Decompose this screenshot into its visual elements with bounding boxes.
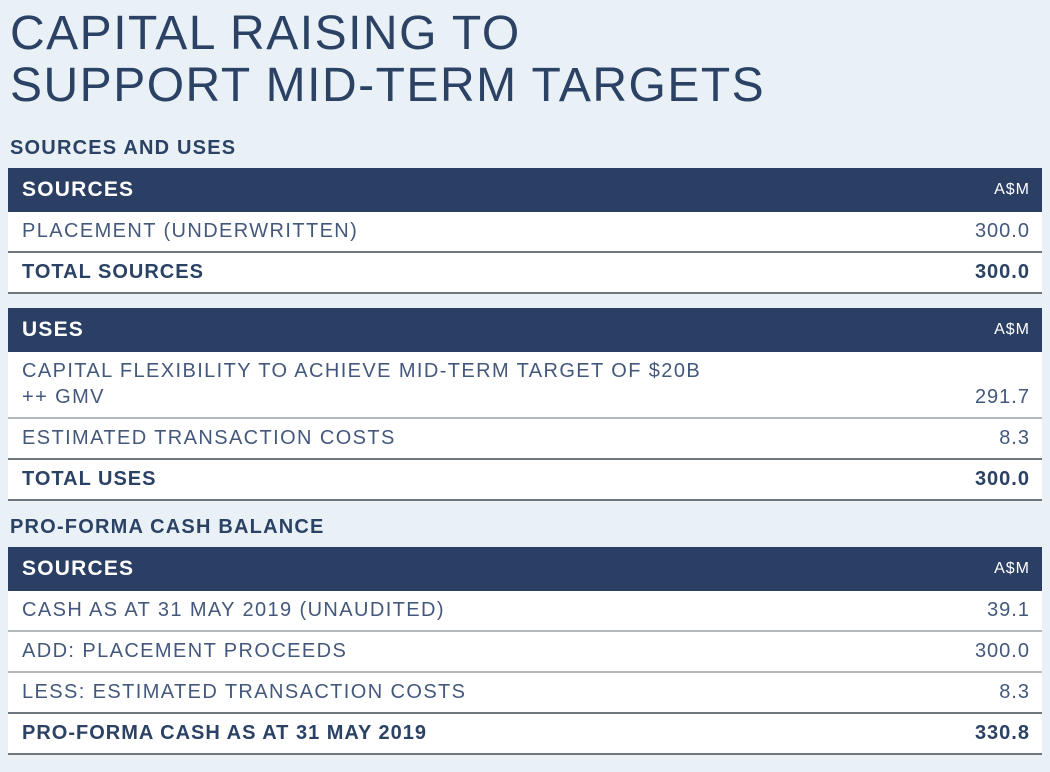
section-sources-and-uses: SOURCES AND USES SOURCES A$M PLACEMENT (…	[8, 136, 1042, 501]
unit-label: A$M	[994, 181, 1030, 198]
table-row: CAPITAL FLEXIBILITY TO ACHIEVE MID-TERM …	[8, 352, 1042, 417]
table-row: LESS: ESTIMATED TRANSACTION COSTS 8.3	[8, 671, 1042, 712]
table-title: SOURCES	[22, 178, 135, 201]
page-title: CAPITAL RAISING TO SUPPORT MID-TERM TARG…	[10, 8, 1042, 112]
section-label-sources-and-uses: SOURCES AND USES	[10, 137, 237, 159]
table-header-row: SOURCES A$M	[8, 168, 1042, 212]
uses-table: USES A$M CAPITAL FLEXIBILITY TO ACHIEVE …	[8, 308, 1042, 501]
row-value: 8.3	[999, 427, 1030, 449]
page-title-line-2: SUPPORT MID-TERM TARGETS	[10, 59, 766, 112]
row-value: 291.7	[974, 386, 1030, 408]
row-label: CASH AS AT 31 MAY 2019 (UNAUDITED)	[22, 599, 445, 621]
table-header-row: SOURCES A$M	[8, 547, 1042, 591]
total-row: PRO-FORMA CASH AS AT 31 MAY 2019 330.8	[8, 712, 1042, 753]
row-value: 300.0	[974, 220, 1030, 242]
table-header-row: USES A$M	[8, 308, 1042, 352]
row-label: ADD: PLACEMENT PROCEEDS	[22, 640, 348, 662]
table-title: USES	[22, 318, 84, 341]
table-row: ADD: PLACEMENT PROCEEDS 300.0	[8, 630, 1042, 671]
row-value: 8.3	[999, 681, 1030, 703]
unit-label: A$M	[994, 560, 1030, 577]
unit-label: A$M	[994, 321, 1030, 338]
total-row: TOTAL USES 300.0	[8, 458, 1042, 499]
row-label: CAPITAL FLEXIBILITY TO ACHIEVE MID-TERM …	[22, 360, 702, 408]
total-label: PRO-FORMA CASH AS AT 31 MAY 2019	[22, 722, 428, 744]
total-value: 330.8	[974, 722, 1030, 744]
total-value: 300.0	[974, 468, 1030, 490]
row-label: PLACEMENT (UNDERWRITTEN)	[22, 220, 359, 242]
pro-forma-cash-table: SOURCES A$M CASH AS AT 31 MAY 2019 (UNAU…	[8, 547, 1042, 755]
total-label: TOTAL SOURCES	[22, 261, 204, 283]
total-label: TOTAL USES	[22, 468, 157, 490]
sources-table: SOURCES A$M PLACEMENT (UNDERWRITTEN) 300…	[8, 168, 1042, 294]
row-value: 39.1	[987, 599, 1030, 621]
row-value: 300.0	[974, 640, 1030, 662]
table-title: SOURCES	[22, 557, 135, 580]
total-value: 300.0	[974, 261, 1030, 283]
table-row: ESTIMATED TRANSACTION COSTS 8.3	[8, 417, 1042, 458]
total-row: TOTAL SOURCES 300.0	[8, 251, 1042, 292]
page-title-line-1: CAPITAL RAISING TO	[10, 7, 521, 60]
table-row: PLACEMENT (UNDERWRITTEN) 300.0	[8, 212, 1042, 251]
row-label: ESTIMATED TRANSACTION COSTS	[22, 427, 396, 449]
section-label-pro-forma-cash-balance: PRO-FORMA CASH BALANCE	[10, 516, 325, 538]
table-row: CASH AS AT 31 MAY 2019 (UNAUDITED) 39.1	[8, 591, 1042, 630]
row-label: LESS: ESTIMATED TRANSACTION COSTS	[22, 681, 467, 703]
section-pro-forma-cash-balance: PRO-FORMA CASH BALANCE SOURCES A$M CASH …	[8, 515, 1042, 755]
